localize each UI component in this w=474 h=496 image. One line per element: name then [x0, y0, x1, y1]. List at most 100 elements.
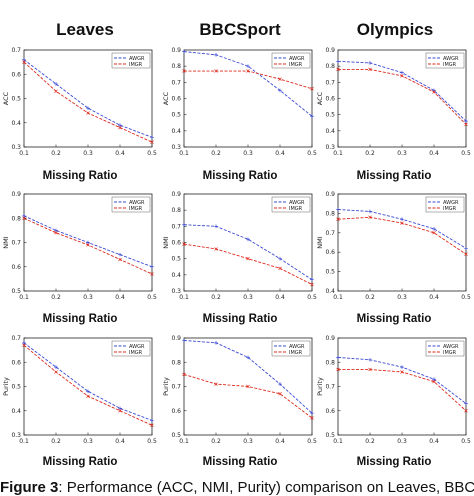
series-line-imgr [338, 369, 467, 412]
x-tick-label: 0.5 [461, 150, 471, 157]
legend-label-imgr: IMGR [443, 206, 457, 212]
data-point-imgr [336, 367, 340, 372]
data-point-imgr [86, 394, 90, 398]
x-tick-label: 0.5 [147, 150, 157, 157]
data-point-awgr [368, 209, 372, 214]
data-point-imgr [400, 370, 404, 374]
y-tick-label: 0.9 [325, 47, 335, 54]
data-point-awgr [86, 106, 90, 110]
x-tick-label: 0.2 [51, 294, 61, 301]
data-point-imgr [182, 69, 186, 73]
data-point-imgr [54, 231, 58, 235]
data-point-awgr [182, 49, 186, 54]
data-point-awgr [368, 358, 372, 362]
x-tick-label: 0.5 [461, 438, 471, 445]
legend-label-awgr: AWGR [443, 56, 459, 62]
y-tick-label: 0.8 [325, 210, 335, 217]
x-axis-label: Missing Ratio [356, 313, 432, 325]
x-tick-label: 0.4 [429, 438, 439, 445]
x-tick-label: 0.4 [429, 150, 439, 157]
x-tick-label: 0.1 [333, 294, 343, 301]
legend-label-awgr: AWGR [443, 200, 459, 206]
legend-label-awgr: AWGR [443, 344, 459, 350]
legend-label-awgr: AWGR [289, 56, 305, 62]
panel-leaves-acc: 0.3 0.4 0.5 0.6 0.7 0.1 0.2 0.3 0.4 0.5 ACC AWGR IMG… [0, 44, 157, 192]
x-tick-label: 0.5 [147, 294, 157, 301]
y-tick-label: 0.5 [325, 112, 335, 119]
data-point-awgr [150, 135, 154, 140]
data-point-imgr [246, 256, 250, 261]
x-axis-label: Missing Ratio [42, 313, 118, 325]
y-tick-label: 0.5 [11, 384, 21, 391]
y-tick-label: 0.7 [171, 223, 181, 230]
panel-bbcsport-acc: 0.3 0.4 0.5 0.6 0.7 0.8 0.9 0.1 0.2 0.3 0.4 0.5 ACC A… [160, 44, 317, 192]
y-tick-label: 0.7 [171, 79, 181, 86]
legend-label-awgr: AWGR [129, 56, 145, 62]
legend-label-awgr: AWGR [289, 200, 305, 206]
y-tick-label: 0.8 [171, 63, 181, 70]
data-point-awgr [336, 355, 340, 360]
x-tick-label: 0.3 [243, 150, 253, 157]
data-point-imgr [368, 215, 372, 220]
x-tick-label: 0.4 [275, 294, 285, 301]
chart-leaves-acc: 0.30.40.50.60.70.1 0.2 0.3 0.4 0.5ACCAWGRIMG… [2, 47, 157, 157]
chart-olympics-nmi: 0.4 0.5 0.6 0.7 0.8 0.9 0.1 0.2 0.3 0.4 0.5 NMI AWGR… [316, 191, 471, 301]
data-point-awgr [150, 418, 154, 423]
x-tick-label: 0.3 [83, 438, 93, 445]
data-point-awgr [310, 411, 314, 415]
data-point-awgr [118, 123, 122, 127]
x-tick-label: 0.1 [333, 150, 343, 157]
x-tick-label: 0.1 [179, 438, 189, 445]
y-tick-label: 0.3 [171, 144, 181, 151]
data-point-awgr [368, 61, 372, 65]
panel-olympics-nmi: 0.4 0.5 0.6 0.7 0.8 0.9 0.1 0.2 0.3 0.4 0.5 NMI AWGR… [314, 188, 471, 336]
data-point-imgr [336, 67, 340, 72]
series-line-imgr [338, 68, 467, 125]
data-point-imgr [86, 243, 90, 247]
y-axis-label: Purity [316, 377, 324, 396]
legend-label-imgr: IMGR [443, 62, 457, 68]
y-tick-label: 0.7 [325, 79, 335, 86]
data-point-imgr [310, 416, 314, 420]
x-tick-label: 0.2 [365, 294, 375, 301]
legend-label-awgr: AWGR [289, 344, 305, 350]
panel-leaves-purity: 0.3 0.4 0.5 0.6 0.7 0.1 0.2 0.3 0.4 0.5 Purity AWGR… [0, 332, 157, 480]
y-tick-label: 0.6 [171, 408, 181, 415]
data-point-imgr [368, 67, 372, 72]
data-point-awgr [182, 222, 186, 227]
data-point-imgr [310, 282, 314, 287]
data-point-awgr [464, 119, 468, 123]
y-tick-label: 0.9 [171, 191, 181, 198]
x-tick-label: 0.3 [243, 438, 253, 445]
data-point-awgr [22, 341, 26, 345]
y-tick-label: 0.4 [11, 408, 21, 415]
y-tick-label: 0.5 [11, 96, 21, 103]
legend-label-imgr: IMGR [129, 206, 143, 212]
y-tick-label: 0.8 [171, 207, 181, 214]
y-axis-label: ACC [2, 91, 10, 105]
y-tick-label: 0.6 [11, 264, 21, 271]
data-point-awgr [278, 382, 282, 386]
y-tick-label: 0.9 [171, 47, 181, 54]
x-tick-label: 0.1 [179, 294, 189, 301]
y-axis-label: Purity [2, 377, 10, 396]
panel-bbcsport-purity: 0.5 0.6 0.7 0.8 0.9 0.1 0.2 0.3 0.4 0.5 Purity AWGR… [160, 332, 317, 480]
data-point-awgr [278, 88, 282, 93]
data-point-awgr [182, 338, 186, 343]
data-point-imgr [118, 257, 122, 262]
y-tick-label: 0.7 [325, 230, 335, 237]
y-tick-label: 0.6 [11, 359, 21, 366]
y-tick-label: 0.9 [11, 191, 21, 198]
data-point-awgr [464, 401, 468, 406]
y-tick-label: 0.4 [325, 128, 335, 135]
y-tick-label: 0.4 [325, 288, 335, 295]
data-point-awgr [310, 277, 314, 282]
y-tick-label: 0.5 [325, 269, 335, 276]
x-axis-label: Missing Ratio [42, 456, 118, 468]
x-tick-label: 0.2 [365, 150, 375, 157]
y-tick-label: 0.6 [325, 96, 335, 103]
y-tick-label: 0.3 [171, 288, 181, 295]
data-point-imgr [400, 74, 404, 78]
column-title-bbcsport: BBCSport [199, 20, 281, 39]
y-tick-label: 0.3 [11, 144, 21, 151]
